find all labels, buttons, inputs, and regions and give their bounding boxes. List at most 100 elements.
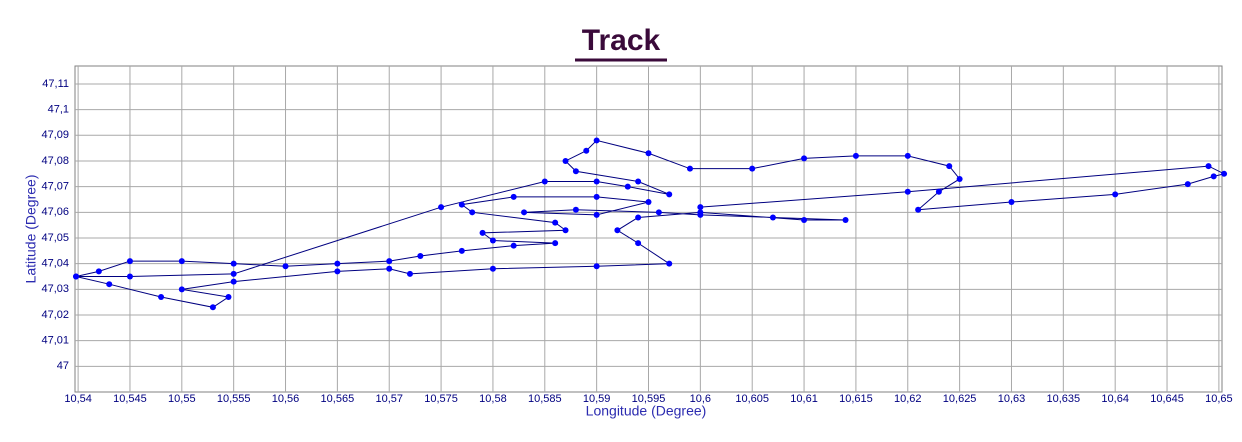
x-tick-label: 10,565 [321,393,355,405]
x-tick-label: 10,545 [113,393,147,405]
track-point [334,268,341,275]
track-point [572,206,579,213]
track-point [126,273,133,280]
track-point [438,204,445,211]
x-tick-label: 10,625 [943,393,977,405]
y-tick-label: 47,07 [41,181,69,193]
track-point [572,168,579,175]
track-point [230,270,237,277]
track-point [230,260,237,267]
track-point [225,294,232,301]
track-point [666,260,673,267]
track-point [583,147,590,154]
track-point [126,258,133,265]
y-axis-label: Latitude (Degree) [23,175,39,284]
track-point [1221,170,1228,177]
track-point [769,214,776,221]
x-axis-label: Longitude (Degree) [586,403,707,419]
track-point [541,178,548,185]
track-point [655,209,662,216]
track-point [510,242,517,249]
x-tick-label: 10,62 [894,393,922,405]
track-point [686,165,693,172]
x-tick-label: 10,58 [479,393,507,405]
track-point [666,191,673,198]
track-point [1210,173,1217,180]
track-point [95,268,102,275]
y-tick-label: 47,06 [41,206,69,218]
track-point [209,304,216,311]
y-tick-label: 47,03 [41,283,69,295]
track-point [406,270,413,277]
track-point [915,206,922,213]
track-point [106,281,113,288]
track-point [552,219,559,226]
track-point [842,217,849,224]
x-tick-label: 10,56 [272,393,300,405]
y-tick-label: 47 [57,360,69,372]
track-point [624,183,631,190]
track-point [635,178,642,185]
track-line [75,139,1226,308]
track-point [593,263,600,270]
track-point [458,201,465,208]
track-point [593,137,600,144]
track-point [158,294,165,301]
track-point [635,214,642,221]
track-point [614,227,621,234]
y-tick-label: 47,08 [41,155,69,167]
x-tick-label: 10,65 [1205,393,1233,405]
chart-title: Track [582,24,661,57]
track-point [697,209,704,216]
x-tick-label: 10,6 [690,393,711,405]
x-tick-label: 10,595 [632,393,666,405]
track-point [593,211,600,218]
track-point [282,263,289,270]
x-tick-label: 10,59 [583,393,611,405]
track-point [386,258,393,265]
y-tick-label: 47,09 [41,129,69,141]
x-tick-label: 10,585 [528,393,562,405]
x-tick-label: 10,55 [168,393,196,405]
track-point [801,155,808,162]
track-point [178,286,185,293]
track-point [479,229,486,236]
y-tick-label: 47,1 [48,104,69,116]
x-tick-label: 10,61 [790,393,818,405]
x-tick-label: 10,575 [424,393,458,405]
track-point [386,265,393,272]
track-point [852,152,859,159]
x-tick-label: 10,635 [1047,393,1081,405]
track-point [562,157,569,164]
track-point [1184,181,1191,188]
track-point [73,273,80,280]
track-point [946,163,953,170]
track-point [1008,199,1015,206]
track-point [521,209,528,216]
x-tick-label: 10,615 [839,393,873,405]
track-point [801,217,808,224]
track-point [334,260,341,267]
track-point [552,240,559,247]
track-point [904,188,911,195]
track-point [645,150,652,157]
x-tick-label: 10,57 [375,393,403,405]
track-point [956,175,963,182]
x-tick-label: 10,555 [217,393,251,405]
track-point [469,209,476,216]
track-point [1205,163,1212,170]
track-point [697,204,704,211]
y-tick-label: 47,05 [41,232,69,244]
track-point [178,258,185,265]
track-point [510,193,517,200]
track-point [230,278,237,285]
x-tick-label: 10,64 [1101,393,1129,405]
x-tick-label: 10,63 [998,393,1026,405]
track-point [593,193,600,200]
x-tick-label: 10,54 [64,393,92,405]
y-tick-label: 47,04 [41,258,69,270]
track-point [458,247,465,254]
y-tick-label: 47,02 [41,309,69,321]
y-tick-label: 47,11 [42,78,69,90]
